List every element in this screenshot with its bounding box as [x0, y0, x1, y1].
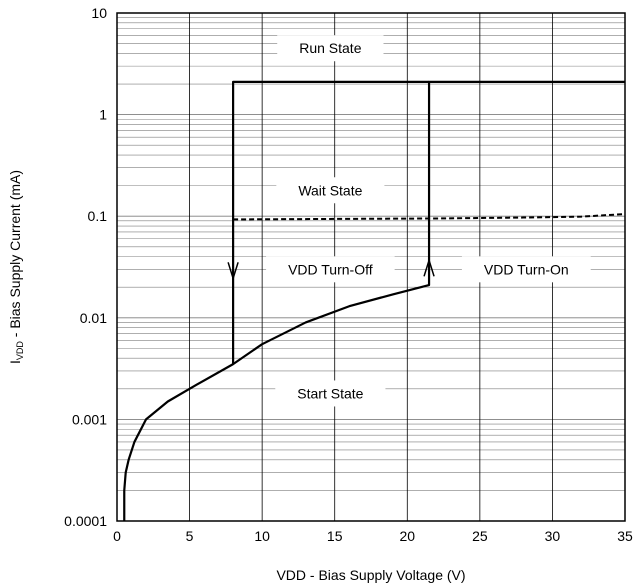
hysteresis-series [232, 80, 430, 365]
y-tick-label: 0.01 [80, 310, 107, 326]
plot-frame [116, 12, 626, 522]
hysteresis-series [123, 80, 625, 521]
annotation-label: Wait State [298, 182, 362, 198]
x-tick-label: 20 [399, 528, 415, 544]
annotation-box [276, 177, 385, 204]
x-tick-label: 35 [617, 528, 633, 544]
y-tick-label: 0.1 [88, 208, 108, 224]
annotation-box [277, 35, 384, 62]
x-axis-title: VDD - Bias Supply Voltage (V) [276, 567, 465, 583]
annotation-box [266, 256, 395, 283]
turn-on-arrow [423, 257, 435, 277]
annotation-box [275, 380, 386, 407]
series-layer [123, 80, 626, 521]
annotation-label: Start State [297, 385, 363, 401]
annotation: VDD Turn-On [461, 256, 591, 283]
annotation: Wait State [276, 177, 385, 204]
y-tick-label: 0.0001 [64, 513, 107, 529]
y-axis-title-subscript: VDD [15, 341, 25, 361]
y-tick-label: 10 [91, 5, 107, 21]
x-tick-label: 25 [472, 528, 488, 544]
y-axis-title-rest: - Bias Supply Current (mA) [7, 170, 23, 341]
y-axis-title: IVDD - Bias Supply Current (mA) [7, 170, 25, 364]
x-tick-label: 15 [327, 528, 343, 544]
y-tick-labels: 0.0001 0.001 0.01 0.1 1 10 [64, 5, 107, 529]
wait-state-series [233, 213, 626, 221]
x-tick-label: 10 [254, 528, 270, 544]
annotation-label: VDD Turn-On [484, 261, 569, 277]
x-tick-label: 0 [113, 528, 121, 544]
annotation-layer: Run State Wait State VDD Turn-Off VDD Turn-… [227, 35, 591, 407]
annotation: Run State [277, 35, 384, 62]
annotation: VDD Turn-Off [266, 256, 395, 283]
turn-off-arrow [227, 262, 239, 281]
annotation: Start State [275, 380, 386, 407]
annotation-label: VDD Turn-Off [288, 261, 373, 277]
x-tick-label: 30 [545, 528, 561, 544]
x-tick-labels: 0 5 10 15 20 25 30 35 [113, 528, 633, 544]
y-tick-label: 0.001 [72, 411, 107, 427]
y-tick-label: 1 [99, 107, 107, 123]
annotation-label: Run State [299, 40, 361, 56]
annotation-box [461, 256, 591, 283]
x-tick-label: 5 [186, 528, 194, 544]
y-axis-title-main: I [7, 360, 23, 364]
